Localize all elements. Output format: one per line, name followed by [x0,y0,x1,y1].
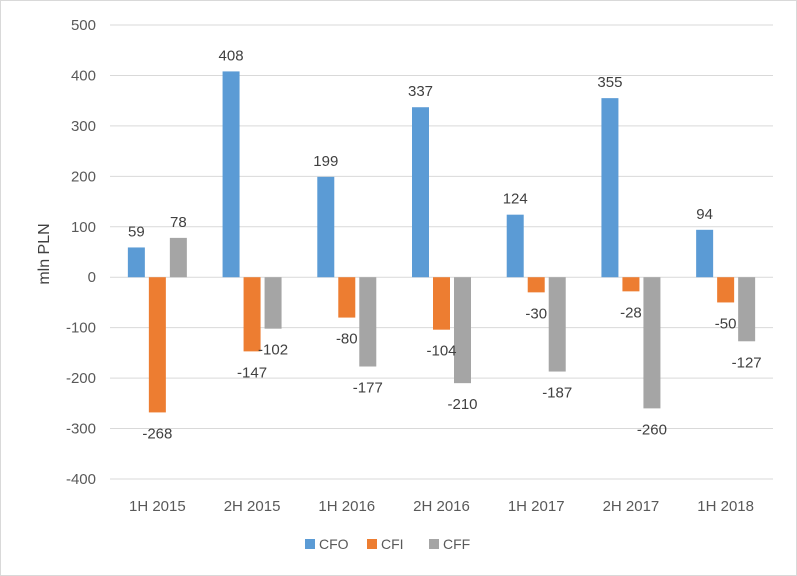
bar-cfi [622,277,640,292]
data-label: -30 [525,305,547,322]
legend-swatch-cfi [367,539,377,549]
bar-cfo [127,247,145,278]
y-tick-label: -300 [66,421,96,438]
bar-cff [359,277,377,367]
data-label: 199 [313,153,338,170]
data-label: -147 [237,364,267,381]
data-label: -127 [732,354,762,371]
data-label: -50 [715,315,737,332]
bar-cff [548,277,566,372]
data-label: 78 [170,214,187,231]
x-tick-label: 1H 2016 [318,498,375,515]
data-label: 124 [503,191,528,208]
y-tick-label: 400 [71,67,96,84]
bar-cfo [317,176,335,278]
legend: CFO CFI CFF [305,536,470,552]
bar-cff [454,277,471,384]
data-label: -80 [336,331,358,348]
bar-cfo [601,98,619,278]
data-label: 408 [219,47,244,64]
legend-swatch-cfo [305,539,315,549]
bar-cfo [412,107,429,278]
data-label: 337 [408,83,433,100]
bar-cfo [222,71,240,278]
data-label: -102 [258,342,288,359]
y-tick-label: -400 [66,471,96,488]
legend-label: CFF [443,536,470,552]
y-tick-label: -100 [66,320,96,337]
y-tick-label: -200 [66,370,96,387]
data-label: -187 [542,385,572,402]
bar-cfi [338,277,356,318]
data-label: -104 [426,343,456,360]
x-tick-label: 1H 2015 [129,498,186,515]
y-tick-label: 100 [71,219,96,236]
x-tick-label: 2H 2015 [224,498,281,515]
bars [127,71,756,413]
bar-cfi [243,277,261,352]
bar-cfi [527,277,545,293]
bar-cfi [433,277,450,330]
y-axis-title: mln PLN [36,223,53,284]
x-tick-label: 2H 2017 [603,498,660,515]
x-tick-label: 1H 2018 [697,498,754,515]
y-tick-label: 0 [88,269,96,286]
legend-swatch-cff [429,539,439,549]
data-label: 59 [128,223,145,240]
x-tick-label: 2H 2016 [413,498,470,515]
bar-cfo [506,214,524,278]
data-label: -177 [353,380,383,397]
data-label: -268 [142,425,172,442]
bar-cff [738,277,756,342]
y-tick-label: 300 [71,118,96,135]
bar-cff [643,277,661,409]
data-label: -260 [637,421,667,438]
y-axis-ticks: -400 -300 -200 -100 0 100 200 300 400 500 [66,17,96,488]
bar-cfi [717,277,735,303]
bar-cfo [696,229,714,278]
data-label: 94 [696,206,713,223]
data-label: -210 [447,396,477,413]
bar-cff [169,237,187,278]
x-axis-ticks: 1H 2015 2H 2015 1H 2016 2H 2016 1H 2017 2H 20… [129,498,754,515]
data-label: -28 [620,304,642,321]
data-labels: 59 -268 78 408 -147 -102 199 -80 -177 337 -104 -210… [128,47,762,442]
legend-label: CFO [319,536,349,552]
legend-label: CFI [381,536,404,552]
gridlines [110,24,773,480]
data-label: 355 [597,74,622,91]
bar-cfi [148,277,166,413]
x-tick-label: 1H 2017 [508,498,565,515]
bar-cff [264,277,282,329]
y-tick-label: 500 [71,17,96,34]
y-tick-label: 200 [71,168,96,185]
